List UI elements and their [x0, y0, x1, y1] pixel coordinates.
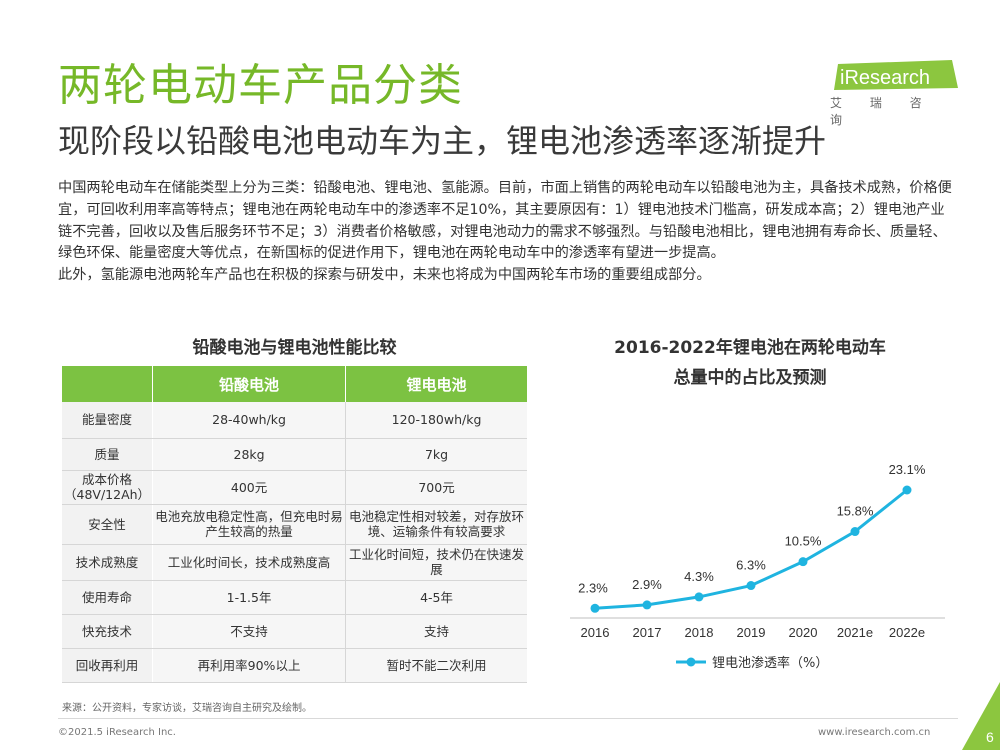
- table-title: 铅酸电池与锂电池性能比较: [192, 338, 397, 358]
- x-tick-label: 2022e: [889, 625, 925, 640]
- row-label: 使用寿命: [62, 580, 154, 615]
- row-label: 质量: [62, 438, 154, 471]
- lead-acid-cell: 再利用率90%以上: [152, 648, 347, 683]
- lead-acid-cell: 400元: [152, 470, 347, 505]
- row-label: 回收再利用: [62, 648, 154, 683]
- page-number-badge: 6: [962, 682, 1000, 750]
- data-point: [642, 600, 652, 610]
- iresearch-logo-mark: iResearch: [834, 60, 958, 90]
- logo-text: iResearch: [840, 67, 930, 89]
- table-row: 安全性 电池充放电稳定性高，但充电时易产生较高的热量 电池稳定性相对较差，对存放环境…: [62, 504, 527, 545]
- header-blank: [62, 366, 154, 402]
- page-subtitle: 现阶段以铅酸电池电动车为主，锂电池渗透率逐渐提升: [58, 122, 827, 160]
- table-row: 使用寿命 1-1.5年 4-5年: [62, 580, 527, 615]
- footer-divider: [58, 718, 958, 719]
- row-label: 能量密度: [62, 402, 154, 439]
- copyright: ©2021.5 iResearch Inc.: [58, 727, 176, 738]
- data-label: 15.8%: [837, 504, 874, 519]
- lithium-cell: 工业化时间短，技术仍在快速发展: [345, 544, 527, 581]
- lead-acid-cell: 28kg: [152, 438, 347, 471]
- row-label: 成本价格 （48V/12Ah）: [62, 470, 154, 505]
- intro-text: 中国两轮电动车在储能类型上分为三类：铅酸电池、锂电池、氢能源。目前，市面上销售的…: [58, 178, 958, 287]
- logo-subtitle: 艾 瑞 咨 询: [830, 96, 934, 127]
- x-tick-label: 2018: [685, 625, 714, 640]
- lithium-cell: 暂时不能二次利用: [345, 648, 527, 683]
- data-point: [590, 603, 600, 613]
- lithium-cell: 电池稳定性相对较差，对存放环境、运输条件有较高要求: [345, 504, 527, 545]
- chart-title-line-1: 2016-2022年锂电池在两轮电动车: [614, 338, 886, 358]
- lithium-cell: 700元: [345, 470, 527, 505]
- x-tick-label: 2021e: [837, 625, 873, 640]
- chart-title-line-2: 总量中的占比及预测: [673, 368, 827, 388]
- row-label: 快充技术: [62, 614, 154, 649]
- data-label: 2.3%: [578, 580, 608, 595]
- lead-acid-cell: 电池充放电稳定性高，但充电时易产生较高的热量: [152, 504, 347, 545]
- x-tick-label: 2019: [737, 625, 766, 640]
- data-point: [694, 592, 704, 602]
- data-label: 4.3%: [684, 569, 714, 584]
- table-row: 技术成熟度 工业化时间长，技术成熟度高 工业化时间短，技术仍在快速发展: [62, 544, 527, 581]
- legend-label: 锂电池渗透率（%）: [712, 655, 828, 671]
- header-lithium: 锂电电池: [345, 366, 527, 402]
- x-tick-label: 2016: [581, 625, 610, 640]
- x-tick-label: 2020: [789, 625, 818, 640]
- page-title: 两轮电动车产品分类: [58, 60, 463, 111]
- table-row: 能量密度 28-40wh/kg 120-180wh/kg: [62, 402, 527, 439]
- intro-paragraph-2: 此外，氢能源电池两轮车产品也在积极的探索与研发中，未来也将成为中国两轮车市场的重…: [58, 267, 711, 284]
- lead-acid-cell: 不支持: [152, 614, 347, 649]
- lithium-cell: 7kg: [345, 438, 527, 471]
- data-point: [902, 485, 912, 495]
- source-note: 来源：公开资料，专家访谈，艾瑞咨询自主研究及绘制。: [62, 703, 312, 714]
- intro-paragraph-1: 中国两轮电动车在储能类型上分为三类：铅酸电池、锂电池、氢能源。目前，市面上销售的…: [58, 180, 952, 262]
- data-point: [746, 581, 756, 591]
- page-number: 6: [986, 729, 994, 745]
- line-chart: 2.3% 2016 2.9% 2017 4.3% 2018 6.3% 2019 10.5% 202…: [570, 462, 945, 671]
- row-label: 安全性: [62, 504, 154, 545]
- table-row: 质量 28kg 7kg: [62, 438, 527, 471]
- lead-acid-cell: 28-40wh/kg: [152, 402, 347, 439]
- table-row: 成本价格 （48V/12Ah） 400元 700元: [62, 470, 527, 505]
- table-row: 回收再利用 再利用率90%以上 暂时不能二次利用: [62, 648, 527, 683]
- table-row: 快充技术 不支持 支持: [62, 614, 527, 649]
- website: www.iresearch.com.cn: [818, 727, 931, 738]
- data-point: [798, 557, 808, 567]
- data-label: 23.1%: [889, 462, 926, 477]
- chart-title: 2016-2022年锂电池在两轮电动车 总量中的占比及预测: [560, 333, 940, 393]
- data-label: 2.9%: [632, 577, 662, 592]
- iresearch-logo: iResearch 艾 瑞 咨 询: [826, 52, 958, 127]
- table-header-row: 铅酸电池 锂电电池: [62, 366, 527, 402]
- lithium-cell: 支持: [345, 614, 527, 649]
- row-label: 技术成熟度: [62, 544, 154, 581]
- data-label: 6.3%: [736, 558, 766, 573]
- x-tick-label: 2017: [633, 625, 662, 640]
- legend-marker: [686, 657, 696, 667]
- data-label: 10.5%: [785, 534, 822, 549]
- data-point: [850, 527, 860, 537]
- lithium-cell: 120-180wh/kg: [345, 402, 527, 439]
- lithium-cell: 4-5年: [345, 580, 527, 615]
- comparison-table: 铅酸电池 锂电电池 能量密度 28-40wh/kg 120-180wh/kg 质量 28…: [62, 366, 527, 683]
- lead-acid-cell: 1-1.5年: [152, 580, 347, 615]
- lead-acid-cell: 工业化时间长，技术成熟度高: [152, 544, 347, 581]
- header-lead-acid: 铅酸电池: [152, 366, 347, 402]
